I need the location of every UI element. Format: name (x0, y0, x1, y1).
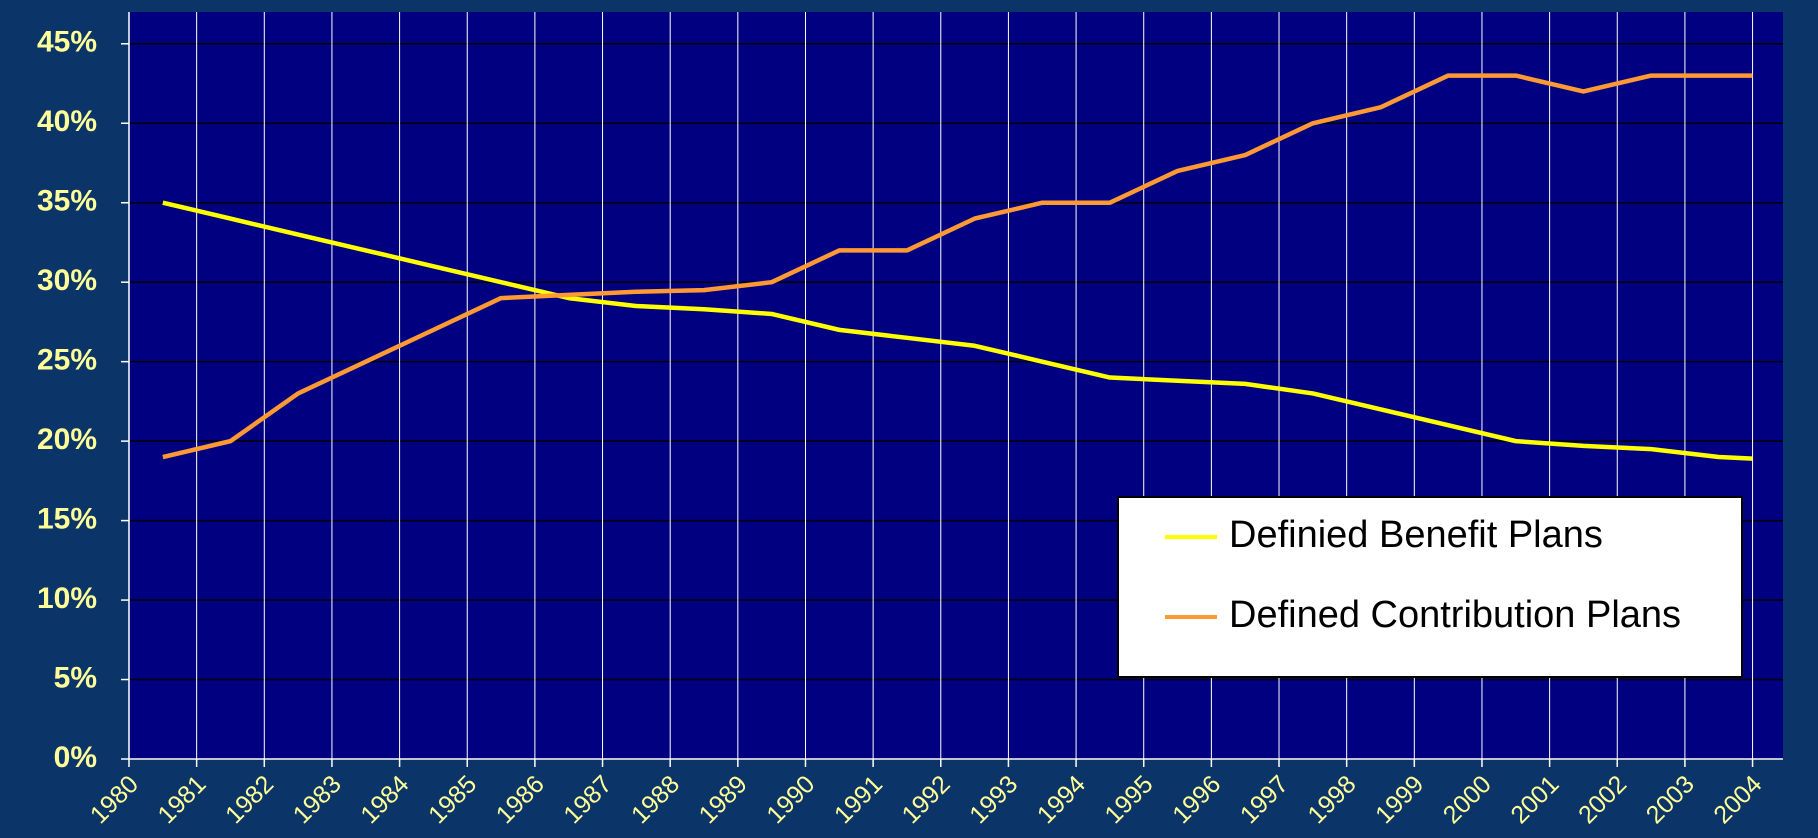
legend-swatch (1165, 615, 1217, 619)
x-tick-label: 2003 (1641, 770, 1700, 829)
legend-item: Definied Benefit Plans (1165, 514, 1709, 556)
x-tick-label: 1988 (626, 770, 685, 829)
y-tick-label: 20% (37, 423, 97, 456)
y-tick-label: 10% (37, 582, 97, 615)
x-tick-label: 1990 (761, 770, 820, 829)
x-tick-label: 1995 (1100, 770, 1159, 829)
x-tick-label: 1984 (355, 770, 414, 829)
x-tick-label: 1980 (85, 770, 144, 829)
legend-label: Definied Benefit Plans (1229, 514, 1603, 556)
y-tick-label: 40% (37, 105, 97, 138)
x-tick-label: 1987 (558, 770, 617, 829)
y-tick-label: 35% (37, 185, 97, 218)
x-tick-label: 1981 (152, 770, 211, 829)
x-tick-label: 1983 (288, 770, 347, 829)
x-tick-label: 2002 (1573, 770, 1632, 829)
y-tick-label: 30% (37, 264, 97, 297)
legend-swatch (1165, 535, 1217, 539)
x-tick-label: 1994 (1032, 770, 1091, 829)
series-line (162, 200, 1753, 461)
legend-label: Defined Contribution Plans (1229, 594, 1682, 636)
y-tick-label: 0% (54, 741, 97, 774)
x-tick-label: 1992 (897, 770, 956, 829)
y-tick-label: 5% (54, 661, 97, 694)
series-line (162, 73, 1753, 460)
x-tick-label: 2004 (1708, 770, 1767, 829)
x-tick-label: 1998 (1302, 770, 1361, 829)
legend-item: Defined Contribution Plans (1165, 594, 1709, 636)
y-tick-label: 15% (37, 503, 97, 536)
x-tick-label: 2000 (1438, 770, 1497, 829)
x-tick-label: 1991 (829, 770, 888, 829)
x-tick-label: 1989 (694, 770, 753, 829)
x-tick-label: 1982 (220, 770, 279, 829)
legend: Definied Benefit Plans Defined Contributi… (1117, 496, 1743, 678)
y-tick-label: 45% (37, 26, 97, 59)
x-tick-label: 1993 (964, 770, 1023, 829)
x-tick-label: 1985 (423, 770, 482, 829)
x-tick-label: 2001 (1505, 770, 1564, 829)
x-tick-label: 1986 (491, 770, 550, 829)
x-tick-label: 1999 (1370, 770, 1429, 829)
y-tick-label: 25% (37, 344, 97, 377)
x-tick-label: 1997 (1235, 770, 1294, 829)
x-tick-label: 1996 (1167, 770, 1226, 829)
